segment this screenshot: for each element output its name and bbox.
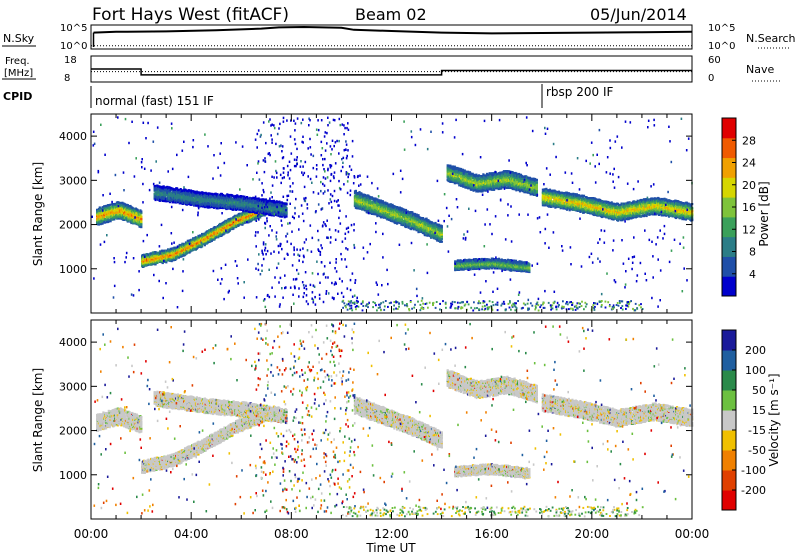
echo-cell — [285, 215, 287, 217]
freq-tick-bottom-left: 8 — [64, 73, 70, 84]
freq-panel-frame — [91, 56, 692, 82]
nave-tick-bottom-right: 0 — [708, 73, 714, 84]
freq-tick-top-left: 18 — [64, 55, 77, 66]
freq-trace — [91, 69, 692, 75]
echo-cell — [201, 245, 203, 247]
radar-figure: Fort Hays West (fitACF) Beam 02 05/Jun/2… — [0, 0, 800, 554]
nsky-label: N.Sky — [3, 32, 35, 45]
cpid-segment-1: normal (fast) 151 IF — [95, 94, 214, 108]
echo-cell — [140, 226, 142, 228]
cpid-segment-2: rbsp 200 IF — [546, 85, 613, 99]
beam-label: Beam 02 — [355, 5, 427, 24]
freq-label: Freq. — [5, 56, 30, 67]
power-echoes — [91, 116, 693, 311]
nsky-trace — [91, 27, 692, 47]
nsky-tick-bottom-left: 10^0 — [60, 41, 87, 52]
nave-tick-top-right: 60 — [708, 55, 721, 66]
nsky-line — [94, 27, 693, 33]
echo-cell — [137, 209, 139, 211]
echo-cell — [285, 203, 287, 205]
echo-cell — [285, 207, 287, 209]
cpid-label: CPID — [3, 90, 32, 103]
echo-band-4 — [354, 190, 443, 243]
nave-label: Nave — [746, 63, 774, 76]
echo-cell — [140, 218, 142, 220]
station-title: Fort Hays West (fitACF) — [92, 5, 289, 25]
nsearch-tick-bottom-right: 10^0 — [708, 41, 735, 52]
nsearch-tick-top-right: 10^5 — [708, 23, 735, 34]
date-label: 05/Jun/2014 — [590, 5, 687, 24]
nsearch-label: N.Search — [746, 32, 796, 45]
nsky-tick-top-left: 10^5 — [60, 23, 87, 34]
freq-unit-label: [MHz] — [4, 68, 33, 79]
echo-cell — [140, 210, 142, 212]
echo-cell — [140, 215, 142, 217]
echo-cell — [355, 190, 357, 192]
